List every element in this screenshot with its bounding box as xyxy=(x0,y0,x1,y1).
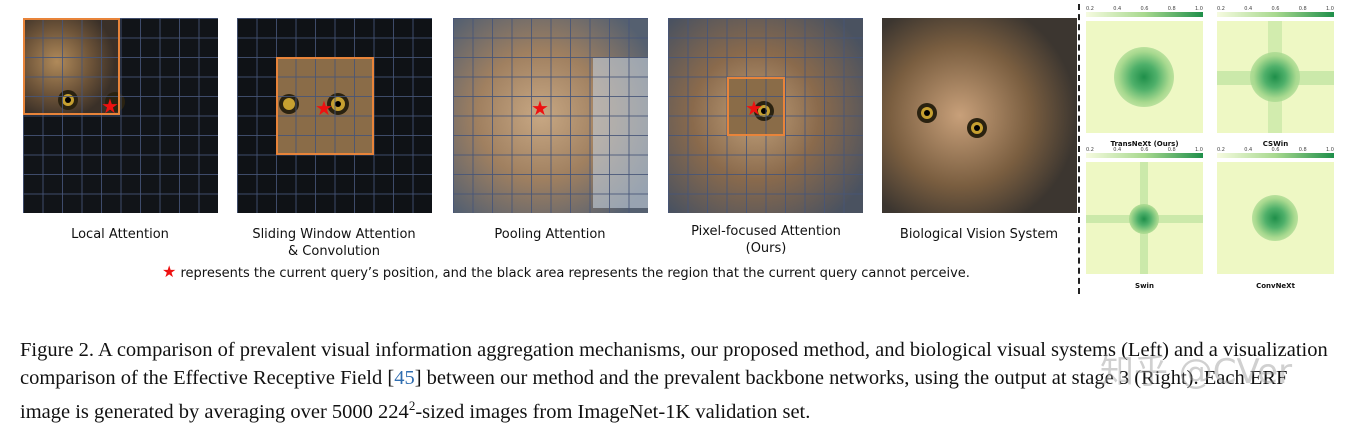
erf-colorbar-ticks: 0.2 0.4 0.6 0.8 1.0 xyxy=(1086,6,1203,12)
biological-vision-image xyxy=(882,18,1077,213)
erf-heatmap xyxy=(1086,21,1203,133)
cat-image xyxy=(882,18,1077,213)
panel-label-pooling: Pooling Attention xyxy=(440,226,660,243)
attention-window xyxy=(727,77,785,136)
caption-text: Figure 2. A comparison of prevalent visu… xyxy=(20,339,1328,389)
erf-label: Swin xyxy=(1135,282,1154,290)
query-star-icon: ★ xyxy=(531,96,549,120)
erf-colorbar-ticks: 0.2 0.4 0.6 0.8 1.0 xyxy=(1217,6,1334,12)
erf-colorbar xyxy=(1086,153,1203,158)
panel-label-line: Sliding Window Attention xyxy=(252,227,416,242)
erf-label: CSWin xyxy=(1262,140,1289,148)
watermark: 知乎 @CVer xyxy=(1100,352,1293,392)
attention-window xyxy=(276,57,374,155)
erf-heatmap xyxy=(1086,162,1203,274)
panel-label-line: (Ours) xyxy=(745,241,787,256)
figure-caption: Figure 2. A comparison of prevalent visu… xyxy=(20,336,1342,426)
erf-label: ConvNeXt xyxy=(1256,282,1295,290)
erf-heatmap xyxy=(1217,162,1334,274)
panel-label-pixel-focused: Pixel-focused Attention (Ours) xyxy=(656,223,876,257)
pixel-focused-attention-image: ★ xyxy=(668,18,863,213)
legend: ★ represents the current query’s positio… xyxy=(162,262,970,281)
panel-label-sliding: Sliding Window Attention & Convolution xyxy=(224,226,444,260)
caption-text: ] between our method and the prevalent b… xyxy=(20,367,1288,423)
sliding-window-image: ★ xyxy=(237,18,432,213)
panel-label-line: Biological Vision System xyxy=(899,227,1059,242)
erf-colorbar xyxy=(1217,153,1334,158)
attention-window xyxy=(23,18,120,115)
query-star-icon: ★ xyxy=(315,96,333,120)
panel-label-local: Local Attention xyxy=(10,226,230,243)
erf-colorbar xyxy=(1086,12,1203,17)
query-star-icon: ★ xyxy=(101,94,119,118)
panel-label-line: Pooling Attention xyxy=(494,227,606,242)
legend-text: represents the current query’s position,… xyxy=(180,266,970,281)
erf-heatmap xyxy=(1217,21,1334,133)
erf-label: TransNeXt (Ours) xyxy=(1110,140,1179,148)
pooling-attention-image: ★ xyxy=(453,18,648,213)
erf-colorbar-ticks: 0.2 0.4 0.6 0.8 1.0 xyxy=(1086,147,1203,153)
query-star-icon: ★ xyxy=(745,96,763,120)
section-divider xyxy=(1078,4,1080,294)
caption-text: -sized images from ImageNet-1K validatio… xyxy=(415,400,811,423)
panel-label-line: & Convolution xyxy=(288,244,380,259)
local-attention-image: ★ xyxy=(23,18,218,213)
panel-label-line: Pixel-focused Attention xyxy=(691,224,841,239)
panel-label-biological: Biological Vision System xyxy=(869,226,1089,243)
erf-colorbar-ticks: 0.2 0.4 0.6 0.8 1.0 xyxy=(1217,147,1334,153)
caption-superscript: 2 xyxy=(408,398,416,413)
panel-label-line: Local Attention xyxy=(71,227,169,242)
erf-colorbar xyxy=(1217,12,1334,17)
legend-star-icon: ★ xyxy=(162,262,177,281)
citation-link[interactable]: 45 xyxy=(394,367,415,389)
